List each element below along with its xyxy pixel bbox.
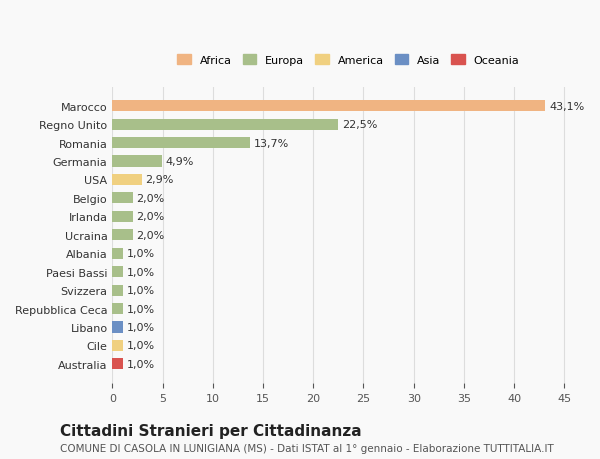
Bar <box>112 174 142 185</box>
Text: 1,0%: 1,0% <box>127 285 155 296</box>
Text: 2,0%: 2,0% <box>137 212 165 222</box>
Bar <box>112 101 545 112</box>
Text: 2,9%: 2,9% <box>146 175 174 185</box>
Text: 2,0%: 2,0% <box>137 194 165 203</box>
Bar <box>112 193 133 204</box>
Bar <box>112 156 161 167</box>
Text: 22,5%: 22,5% <box>343 120 378 130</box>
Bar <box>112 211 133 223</box>
Bar <box>112 230 133 241</box>
Text: COMUNE DI CASOLA IN LUNIGIANA (MS) - Dati ISTAT al 1° gennaio - Elaborazione TUT: COMUNE DI CASOLA IN LUNIGIANA (MS) - Dat… <box>60 443 554 453</box>
Text: 4,9%: 4,9% <box>166 157 194 167</box>
Bar <box>112 138 250 149</box>
Bar <box>112 119 338 130</box>
Bar <box>112 340 122 351</box>
Text: 2,0%: 2,0% <box>137 230 165 240</box>
Text: Cittadini Stranieri per Cittadinanza: Cittadini Stranieri per Cittadinanza <box>60 423 362 438</box>
Bar <box>112 358 122 369</box>
Text: 43,1%: 43,1% <box>549 101 584 112</box>
Bar <box>112 285 122 296</box>
Text: 1,0%: 1,0% <box>127 359 155 369</box>
Text: 1,0%: 1,0% <box>127 249 155 259</box>
Bar <box>112 322 122 333</box>
Bar <box>112 248 122 259</box>
Text: 1,0%: 1,0% <box>127 267 155 277</box>
Text: 1,0%: 1,0% <box>127 322 155 332</box>
Legend: Africa, Europa, America, Asia, Oceania: Africa, Europa, America, Asia, Oceania <box>178 55 520 65</box>
Text: 1,0%: 1,0% <box>127 341 155 351</box>
Text: 1,0%: 1,0% <box>127 304 155 314</box>
Bar <box>112 267 122 278</box>
Bar <box>112 303 122 314</box>
Text: 13,7%: 13,7% <box>254 138 289 148</box>
